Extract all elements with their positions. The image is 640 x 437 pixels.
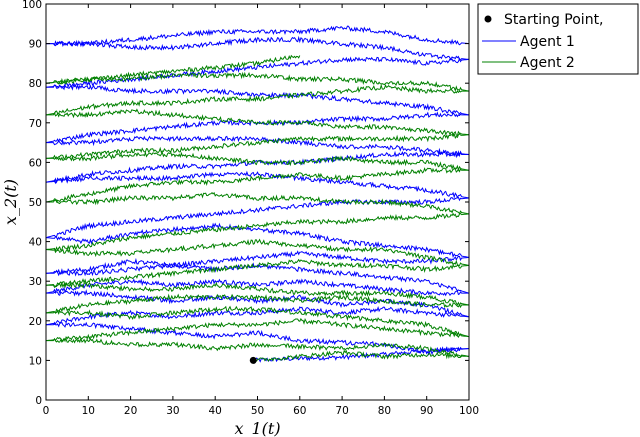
plot-lines bbox=[45, 25, 470, 363]
legend-label-agent-1: Agent 1 bbox=[520, 34, 575, 50]
trajectory-agent-2-12 bbox=[46, 151, 470, 172]
starting-point-marker bbox=[249, 356, 257, 364]
x-axis: 0 10 20 30 40 50 60 70 80 90 100 bbox=[43, 4, 479, 417]
x-tick-label: 20 bbox=[124, 405, 137, 417]
trajectory-agent-1-15 bbox=[45, 56, 470, 89]
x-tick-label: 50 bbox=[251, 405, 264, 417]
trajectory-agent-1-14 bbox=[46, 83, 470, 116]
trajectory-agent-2-15 bbox=[45, 83, 469, 116]
trajectory-agent-2-13 bbox=[45, 132, 470, 160]
trajectory-agent-2-16 bbox=[45, 71, 470, 93]
y-tick-label: 20 bbox=[29, 316, 42, 328]
legend-box bbox=[477, 3, 639, 75]
trajectory-agent-2-9 bbox=[45, 212, 470, 252]
trajectory-agent-2-10 bbox=[46, 191, 470, 215]
starting-point-layer bbox=[249, 356, 257, 364]
y-axis-label: x_2(t) bbox=[1, 179, 20, 225]
trajectory-agent-1-10 bbox=[45, 170, 470, 199]
trajectory-agent-2-7 bbox=[45, 258, 470, 287]
y-tick-label: 80 bbox=[29, 78, 42, 90]
y-tick-label: 40 bbox=[29, 237, 42, 249]
trajectory-agent-1-12 bbox=[46, 135, 470, 158]
legend-label-starting-point: Starting Point, bbox=[504, 12, 604, 28]
x-tick-label: 40 bbox=[209, 405, 222, 417]
y-tick-label: 50 bbox=[29, 197, 42, 209]
trajectory-agent-2-6 bbox=[46, 281, 470, 307]
y-tick-label: 10 bbox=[29, 355, 42, 367]
trajectory-agent-1-2 bbox=[46, 321, 470, 356]
trajectory-agent-1-6 bbox=[46, 262, 470, 294]
trajectory-agent-2-5 bbox=[45, 293, 469, 314]
x-tick-label: 90 bbox=[420, 405, 433, 417]
trajectory-agent-1-9 bbox=[45, 196, 470, 239]
legend: Starting Point, Agent 1 Agent 2 bbox=[477, 3, 639, 75]
y-tick-label: 0 bbox=[35, 395, 42, 407]
legend-marker-starting-point bbox=[484, 15, 492, 23]
trajectory-agent-1-16 bbox=[46, 35, 470, 61]
y-tick-label: 60 bbox=[29, 157, 42, 169]
x-tick-label: 60 bbox=[293, 405, 306, 417]
trajectory-agent-2-8 bbox=[45, 238, 470, 266]
trajectory-agent-1-5 bbox=[45, 278, 469, 297]
y-tick-label: 90 bbox=[29, 39, 42, 51]
trajectory-agent-2-17 bbox=[45, 54, 301, 85]
trajectory-agent-2-4 bbox=[46, 305, 470, 338]
x-tick-label: 0 bbox=[43, 405, 50, 417]
y-axis: 0 10 20 30 40 50 60 70 80 90 100 bbox=[22, 0, 469, 407]
x-tick-label: 100 bbox=[459, 405, 479, 417]
x-axis-label: x_1(t) bbox=[234, 419, 280, 437]
trajectory-agent-2-1 bbox=[252, 349, 469, 363]
y-tick-label: 70 bbox=[29, 118, 42, 130]
x-tick-label: 80 bbox=[378, 405, 391, 417]
trajectory-agent-1-13 bbox=[45, 111, 469, 144]
x-tick-label: 30 bbox=[166, 405, 179, 417]
y-tick-label: 30 bbox=[29, 276, 42, 288]
x-tick-label: 10 bbox=[82, 405, 95, 417]
trajectory-agent-2-11 bbox=[45, 167, 469, 204]
trajectory-agent-2-14 bbox=[46, 108, 470, 137]
legend-label-agent-2: Agent 2 bbox=[520, 55, 575, 71]
trajectory-agent-2-2 bbox=[46, 336, 470, 358]
trajectory-agent-1-7 bbox=[45, 250, 470, 275]
x-tick-label: 70 bbox=[335, 405, 348, 417]
trajectory-agent-1-17 bbox=[46, 25, 470, 48]
trajectory-agent-2-3 bbox=[45, 317, 470, 343]
trajectory-agent-1-8 bbox=[45, 222, 470, 259]
y-tick-label: 100 bbox=[22, 0, 42, 11]
